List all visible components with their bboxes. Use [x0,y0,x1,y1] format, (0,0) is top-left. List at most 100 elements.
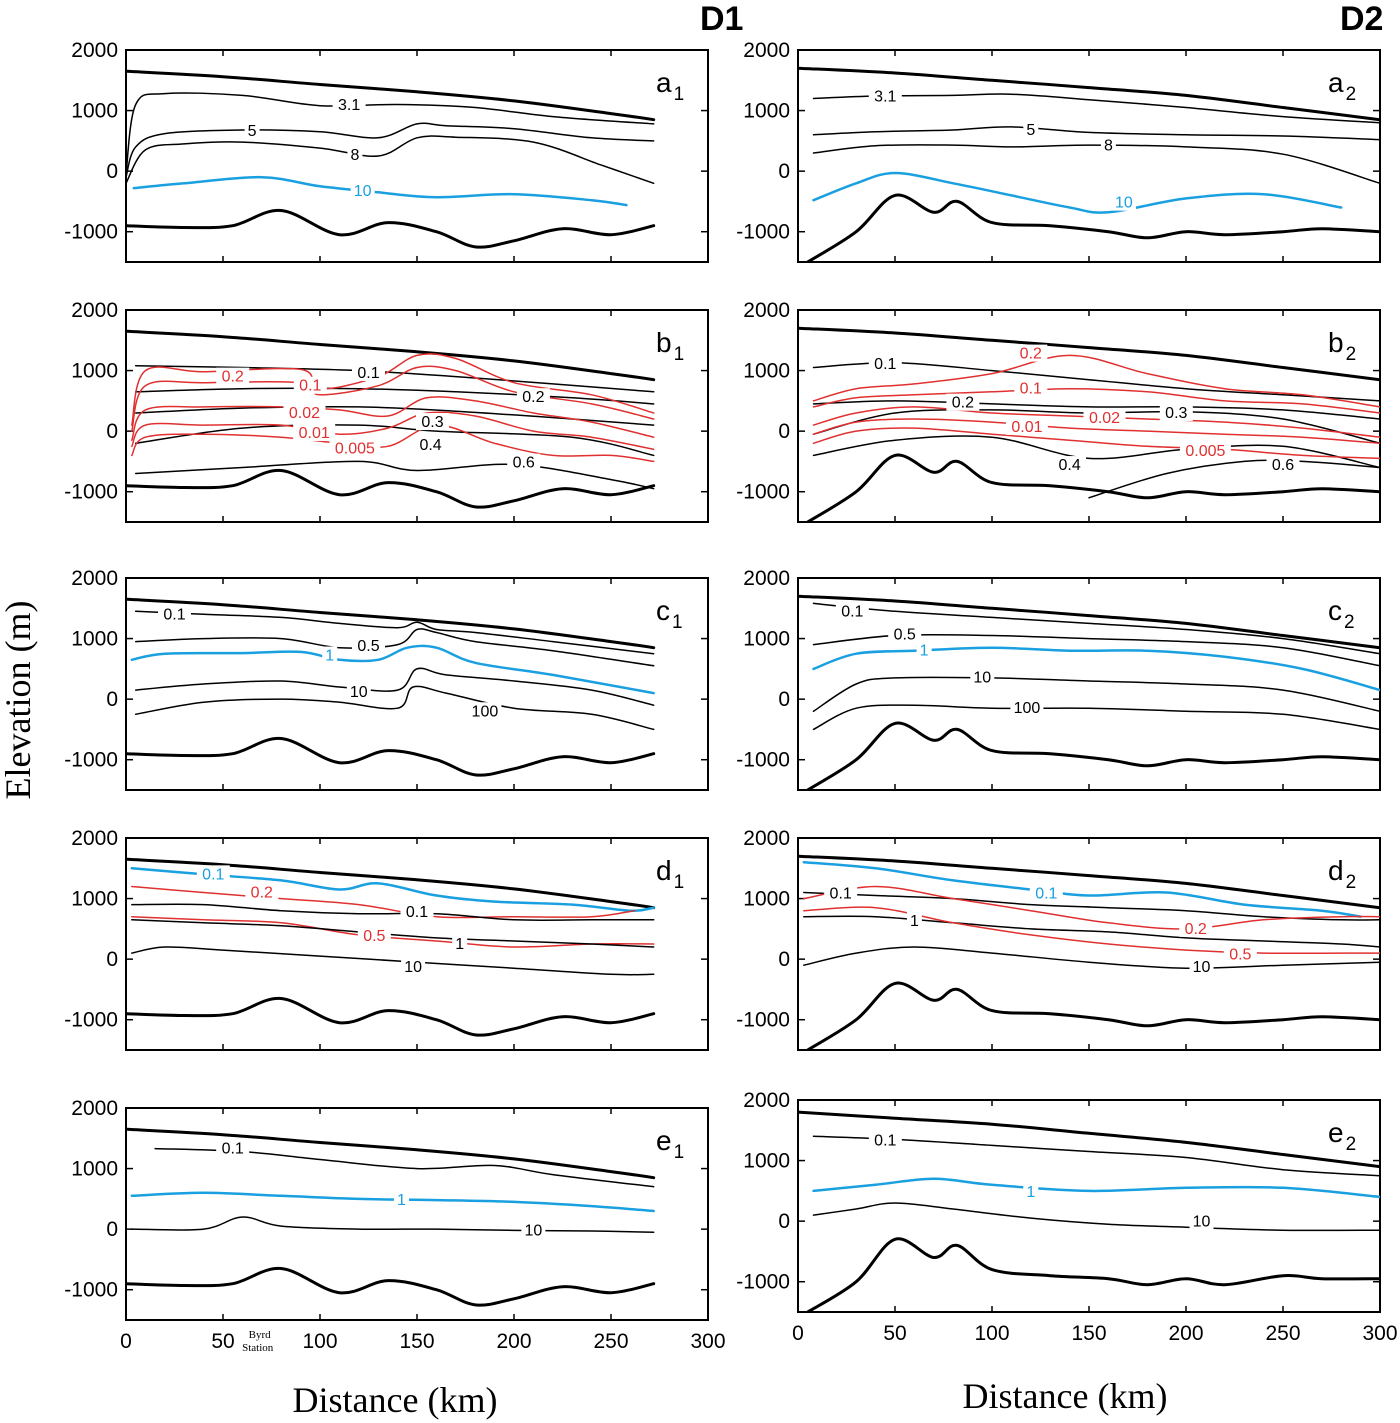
series-line-0.5red [131,915,655,948]
series-line-bed [806,721,1380,790]
series-line-surface [798,1110,1380,1169]
y-tick-label: -1000 [64,1009,118,1032]
contour-label-bg [244,122,260,140]
series-line-surface [798,854,1380,910]
contour-label-bg [970,668,995,686]
contour-label: 0.02 [289,405,320,422]
x-axis-label-d2: Distance (km) [963,1376,1168,1416]
y-tick-label: 1000 [71,888,118,911]
y-tick-label: 0 [778,948,790,971]
series-line-0.3b [134,405,655,426]
panel-label-letter: e [1328,1117,1344,1148]
contour-label-bg [1189,958,1214,976]
series-line-0.2b [812,400,1380,420]
y-tick-label: -1000 [64,1279,118,1302]
y-tick-label: 0 [106,688,118,711]
series-line-bed [126,1266,656,1307]
contour-label-bg [1014,344,1048,362]
panel-label-subscript: 1 [674,84,685,105]
contour-label: 10 [350,684,368,701]
contour-label: 0.4 [419,437,441,454]
series-group [798,854,1380,1050]
series-group [126,857,656,1037]
contour-label-bg [414,436,448,454]
series-line-0.2red [803,885,1380,930]
panel-label-subscript: 2 [1346,344,1357,365]
x-tick-label: 100 [302,1330,337,1353]
contour-label: 1 [910,913,919,930]
y-tick-label: 0 [778,160,790,183]
contour-label-bg [1159,403,1193,421]
panel-label-letter: a [656,67,672,98]
x-tick-label: 250 [1265,1322,1300,1345]
y-tick-label: 2000 [743,567,790,590]
panel-label-subscript: 2 [1346,872,1357,893]
contour-label-bg [916,641,932,659]
contour-label: 0.1 [874,1133,896,1150]
contour-label: 0.1 [222,1141,244,1158]
series-line-3.1 [126,92,655,175]
panel-frame [125,49,709,263]
contour-label-bg [1223,945,1257,963]
y-tick-label: -1000 [736,481,790,504]
contour-label: 0.5 [894,626,916,643]
contour-label: 0.5 [1229,946,1251,963]
series-line-0.1blue [130,867,655,912]
x-tick-label: 200 [496,1330,531,1353]
series-line-10 [812,171,1343,214]
panel-label-subscript: 2 [1344,612,1355,633]
contour-label-bg [1005,417,1048,435]
contour-label-bg [468,702,502,720]
series-line-0.2b [134,387,655,405]
series-line-5 [812,126,1380,141]
contour-label: 1 [1026,1184,1035,1201]
series-line-surface [126,1127,656,1180]
x-tick-label: 150 [399,1330,434,1353]
series-line-1 [812,646,1380,692]
contour-label-bg [329,439,381,457]
contour-label: 0.1 [1020,381,1042,398]
contour-label: 0.1 [299,378,321,395]
y-tick-label: 1000 [71,1158,118,1181]
contour-label-bg [1010,699,1044,717]
panel-label-letter: b [1328,327,1344,358]
series-line-surface [798,66,1380,122]
series-line-0.01r [131,411,655,451]
contour-label-bg [293,423,336,441]
contour-label: 0.1 [406,904,428,921]
series-line-0.2red [131,885,636,919]
contour-label-bg [507,453,541,471]
contour-label: 0.01 [1011,419,1042,436]
contour-label: 8 [1104,138,1113,155]
panel-d2: 2000 1000 0 -1000 d 2 0.1 0.1 0.2 1 0.5 10 [736,827,1381,1051]
annotation-station: Station [242,1342,274,1354]
contour-label: 10 [1193,1214,1211,1231]
contour-label-bg [521,1221,546,1239]
contour-label: 0.6 [513,455,535,472]
y-tick-label: -1000 [736,749,790,772]
series-group [798,1110,1380,1312]
series-line-0.4b [134,424,655,457]
x-tick-label: 150 [1071,1322,1106,1345]
y-tick-label: 2000 [71,827,118,850]
contour-label-bg [401,958,426,976]
contour-label-bg [1111,193,1136,211]
contour-label: 0.1 [1035,886,1057,903]
series-line-0.005r [131,424,655,463]
contour-label: 1 [920,643,929,660]
contour-label-bg [322,646,338,664]
contour-label: 10 [354,183,372,200]
contour-label-bg [352,636,385,654]
y-tick-label: 0 [106,1218,118,1241]
contour-label: 10 [973,669,991,686]
x-tick-label: 200 [1168,1322,1203,1345]
series-group [798,594,1380,790]
contour-label: 5 [1026,122,1035,139]
contour-label: 0.2 [522,389,544,406]
series-line-0.2r [812,354,1380,408]
contour-label: 0.3 [421,414,443,431]
series-line-surface [126,857,656,910]
